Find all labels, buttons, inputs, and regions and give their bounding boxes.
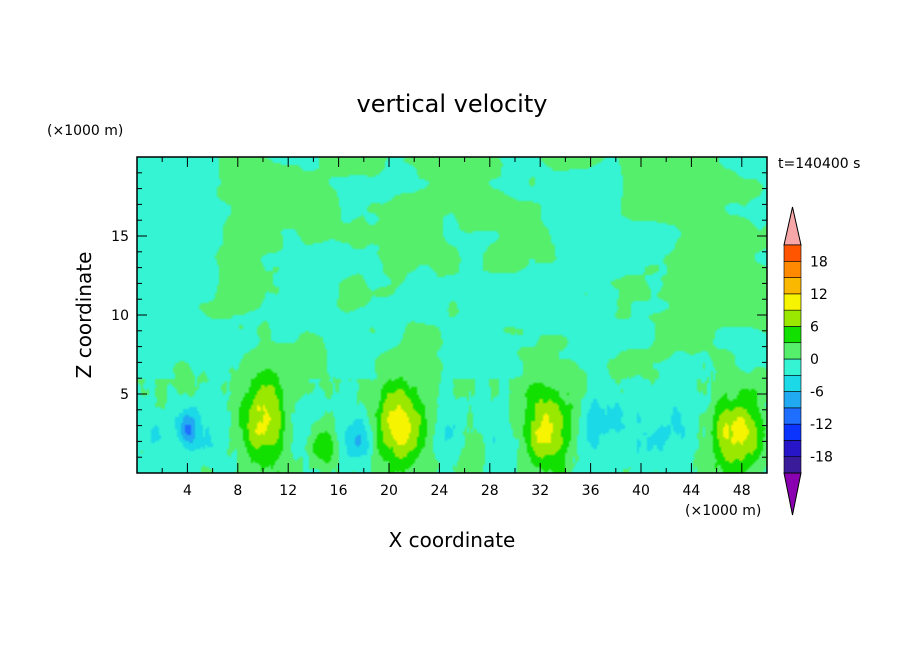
- colorbar-swatch: [783, 374, 802, 392]
- velocity-field: [137, 157, 767, 473]
- x-tick-label: 4: [183, 483, 192, 499]
- y-unit-label: (×1000 m): [47, 123, 123, 139]
- plot-area: [136, 156, 768, 474]
- colorbar-tick-label: 0: [810, 352, 819, 368]
- colorbar-swatch: [783, 391, 802, 409]
- colorbar-swatch: [783, 326, 802, 344]
- colorbar-swatch: [783, 293, 802, 311]
- colorbar-tick-label: 12: [810, 287, 828, 303]
- colorbar-under-arrow: [783, 472, 802, 516]
- y-tick-label: 10: [111, 308, 129, 324]
- y-axis-title: Z coordinate: [72, 252, 96, 379]
- x-tick-label: 44: [682, 483, 700, 499]
- x-tick-label: 40: [632, 483, 650, 499]
- colorbar-swatch: [783, 456, 802, 474]
- y-axis: 5 10 15: [111, 172, 767, 458]
- colorbar-swatch: [783, 407, 802, 425]
- x-tick-label: 16: [330, 483, 348, 499]
- colorbar-tick-label: 18: [810, 254, 828, 270]
- colorbar-swatch: [783, 440, 802, 458]
- x-tick-label: 8: [233, 483, 242, 499]
- x-axis: 4 8 12 16 20 24 28 32 36 40 44 48: [161, 157, 751, 499]
- x-tick-label: 48: [733, 483, 751, 499]
- colorbar-over-arrow: [783, 206, 802, 246]
- x-tick-label: 12: [279, 483, 297, 499]
- colorbar-swatch: [783, 358, 802, 376]
- colorbar-tick-label: 6: [810, 319, 819, 335]
- x-tick-label: 32: [531, 483, 549, 499]
- colorbar-tick-label: -18: [810, 450, 833, 466]
- y-tick-label: 5: [120, 387, 129, 403]
- chart-title: vertical velocity: [357, 90, 548, 118]
- colorbar-tick-label: -6: [810, 385, 824, 401]
- colorbar-swatch: [783, 260, 802, 278]
- colorbar-swatch: [783, 423, 802, 441]
- x-axis-title: X coordinate: [389, 528, 516, 552]
- time-label: t=140400 s: [778, 156, 860, 172]
- colorbar-tick-label: -12: [810, 417, 833, 433]
- colorbar-swatch: [783, 244, 802, 262]
- colorbar-swatch: [783, 277, 802, 295]
- y-tick-label: 15: [111, 229, 129, 245]
- colorbar-swatch: [783, 342, 802, 360]
- x-tick-label: 28: [481, 483, 499, 499]
- x-tick-label: 36: [582, 483, 600, 499]
- x-tick-label: 24: [430, 483, 448, 499]
- x-tick-label: 20: [380, 483, 398, 499]
- colorbar-swatch: [783, 309, 802, 327]
- colorbar: 18 12 6 0 -6 -12 -18: [783, 206, 833, 516]
- x-unit-label: (×1000 m): [685, 503, 761, 519]
